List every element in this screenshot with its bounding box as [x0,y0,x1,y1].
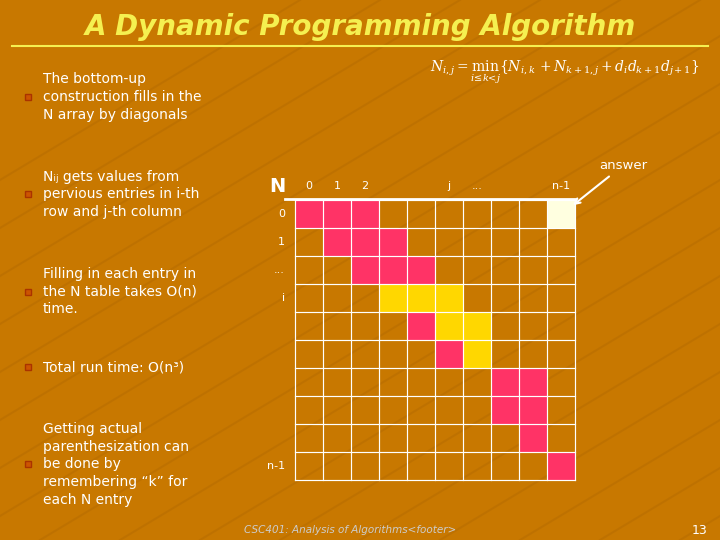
Bar [464,341,490,368]
Text: CSC401: Analysis of Algorithms<footer>: CSC401: Analysis of Algorithms<footer> [244,525,456,535]
Bar [464,313,490,340]
Text: Getting actual
parenthesization can
be done by
remembering “k” for
each N entry: Getting actual parenthesization can be d… [43,422,189,507]
Text: ...: ... [274,265,285,275]
Bar [520,368,546,395]
Bar [408,313,434,340]
Bar [436,313,462,340]
Text: i: i [282,293,285,303]
Bar [379,228,407,255]
Text: Total run time: O(n³): Total run time: O(n³) [43,360,184,374]
Bar [323,200,351,227]
Text: ...: ... [472,181,482,191]
Bar [436,285,462,312]
Bar [464,341,490,368]
Bar [408,256,434,284]
Bar [351,228,379,255]
Text: 1: 1 [278,237,285,247]
Bar [379,256,407,284]
Text: N: N [269,177,285,196]
Text: n-1: n-1 [267,461,285,471]
Bar [436,341,462,368]
Text: 2: 2 [361,181,369,191]
Bar [520,396,546,423]
Bar [436,285,462,312]
Text: 0: 0 [278,209,285,219]
Bar [323,228,351,255]
Bar [520,424,546,451]
Text: Filling in each entry in
the N table takes O(n)
time.: Filling in each entry in the N table tak… [43,267,197,316]
Text: answer: answer [575,159,647,204]
Bar [408,285,434,312]
Text: $N_{i,j} = \min_{i \leq k < j}\{N_{i,k} + N_{k+1,j} + d_i d_{k+1} d_{j+1}\}$: $N_{i,j} = \min_{i \leq k < j}\{N_{i,k} … [430,58,700,86]
Text: 0: 0 [305,181,312,191]
Bar [547,200,575,227]
Bar [492,396,518,423]
Bar [379,285,407,312]
Bar [547,453,575,480]
Text: 1: 1 [333,181,341,191]
Bar [492,368,518,395]
Bar [351,256,379,284]
Text: Nᵢⱼ gets values from
pervious entries in i-th
row and j-th column: Nᵢⱼ gets values from pervious entries in… [43,170,199,219]
Bar [295,200,323,227]
Text: j: j [447,181,451,191]
Text: A Dynamic Programming Algorithm: A Dynamic Programming Algorithm [84,13,636,41]
Text: The bottom-up
construction fills in the
N array by diagonals: The bottom-up construction fills in the … [43,72,202,122]
Bar [436,313,462,340]
Text: n-1: n-1 [552,181,570,191]
Bar [351,200,379,227]
Text: 13: 13 [692,523,708,537]
